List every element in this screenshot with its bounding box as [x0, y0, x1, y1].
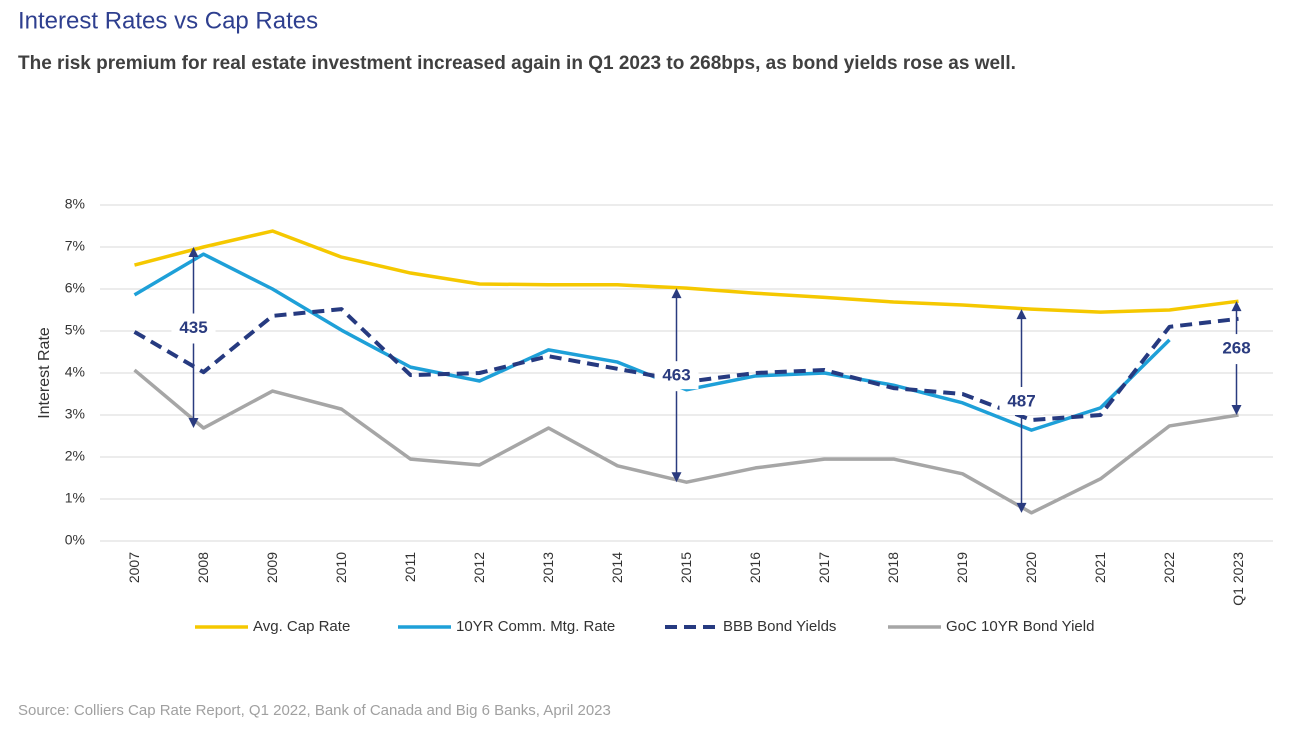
x-tick-label: 2009 [264, 552, 280, 583]
chart-title: Interest Rates vs Cap Rates [18, 7, 318, 34]
annotation-label: 463 [662, 366, 690, 385]
y-tick-label: 0% [65, 532, 85, 548]
y-tick-label: 3% [65, 406, 85, 422]
x-tick-label: 2011 [402, 552, 418, 582]
series-line [134, 229, 1239, 314]
source-note: Source: Colliers Cap Rate Report, Q1 202… [18, 702, 611, 719]
x-tick-label: 2012 [471, 552, 487, 583]
annotation-label: 268 [1222, 339, 1250, 358]
legend-label: Avg. Cap Rate [253, 618, 350, 635]
y-tick-label: 8% [65, 196, 85, 212]
annotation-bg [999, 389, 1044, 416]
x-tick-label: 2021 [1092, 552, 1108, 583]
x-tick-label: Q1 2023 [1230, 552, 1246, 606]
x-tick-label: 2014 [609, 552, 625, 583]
annotation-label: 435 [179, 318, 207, 337]
spread-arrow [1231, 301, 1242, 415]
x-tick-label: 2018 [885, 552, 901, 583]
annotation-label: 487 [1007, 391, 1035, 410]
chart-subtitle: The risk premium for real estate investm… [18, 53, 1016, 74]
y-tick-label: 7% [65, 238, 85, 254]
x-tick-label: 2022 [1161, 552, 1177, 583]
legend-label: GoC 10YR Bond Yield [946, 618, 1094, 635]
x-tick-label: 2017 [816, 552, 832, 583]
y-tick-label: 5% [65, 322, 85, 338]
spread-arrow [671, 288, 682, 483]
x-tick-label: 2020 [1023, 552, 1039, 583]
x-tick-label: 2008 [195, 552, 211, 583]
x-tick-label: 2007 [126, 552, 142, 583]
y-tick-label: 2% [65, 448, 85, 464]
annotation-bg [1214, 336, 1259, 363]
legend-label: 10YR Comm. Mtg. Rate [456, 618, 615, 635]
x-tick-label: 2010 [333, 552, 349, 583]
x-tick-label: 2019 [954, 552, 970, 583]
legend-label: BBB Bond Yields [723, 618, 836, 635]
annotation-bg [654, 363, 699, 390]
annotation-bg [171, 315, 216, 342]
x-tick-label: 2015 [678, 552, 694, 583]
y-tick-label: 1% [65, 490, 85, 506]
x-tick-label: 2016 [747, 552, 763, 583]
series-line [133, 368, 1239, 515]
x-tick-label: 2013 [540, 552, 556, 583]
y-tick-label: 6% [65, 280, 85, 296]
y-axis-label: Interest Rate [36, 327, 53, 419]
spread-arrow [188, 247, 199, 429]
y-tick-label: 4% [65, 364, 85, 380]
spread-arrow [1016, 309, 1027, 513]
